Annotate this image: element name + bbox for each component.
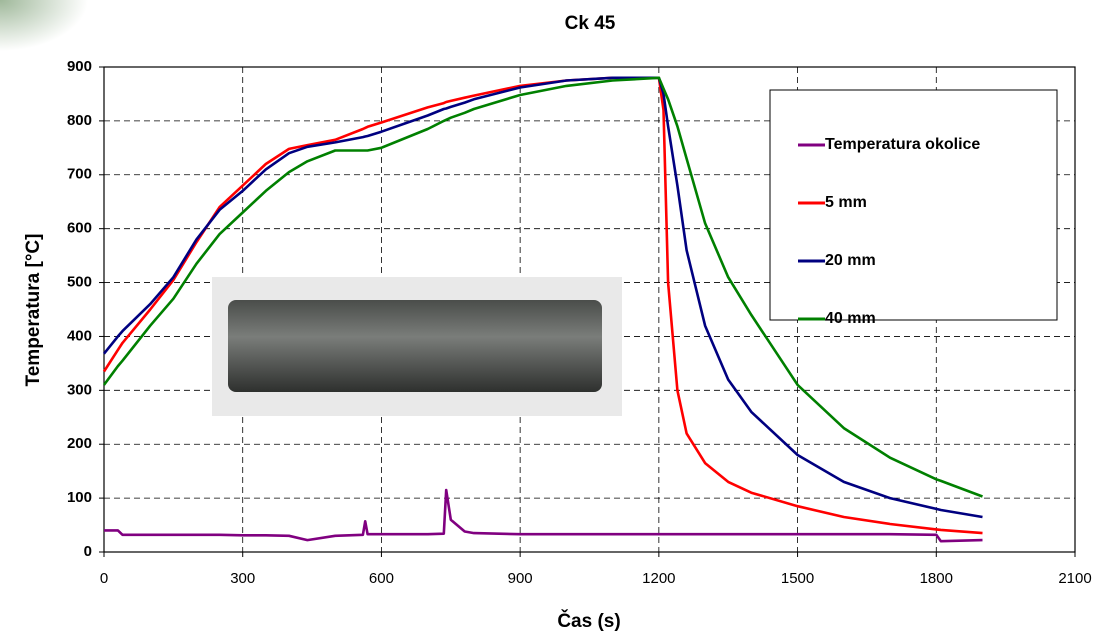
x-tick-label: 1200	[642, 570, 675, 587]
y-tick-label: 600	[67, 220, 92, 237]
x-tick-label: 1500	[781, 570, 814, 587]
legend-label: Temperatura okolice	[825, 136, 980, 153]
steel-rod	[228, 300, 602, 392]
legend-label: 20 mm	[825, 252, 876, 269]
y-tick-label: 900	[67, 58, 92, 75]
legend	[769, 89, 1058, 321]
legend-label: 5 mm	[825, 194, 867, 211]
x-tick-label: 300	[230, 570, 255, 587]
x-tick-label: 600	[369, 570, 394, 587]
series-line	[102, 76, 983, 535]
plot-frame	[103, 66, 1076, 553]
y-tick-label: 400	[67, 327, 92, 344]
y-tick-label: 0	[84, 543, 92, 560]
y-tick-label: 300	[67, 381, 92, 398]
y-tick-label: 100	[67, 489, 92, 506]
y-tick-label: 800	[67, 112, 92, 129]
chart-title: Ck 45	[565, 13, 616, 34]
y-tick-label: 200	[67, 435, 92, 452]
x-axis-label: Čas (s)	[557, 610, 620, 632]
series-line	[102, 76, 983, 498]
y-tick-label: 500	[67, 274, 92, 291]
x-tick-label: 2100	[1058, 570, 1091, 587]
legend-label: 40 mm	[825, 310, 876, 327]
y-axis-label: Temperatura [°C]	[23, 234, 44, 387]
x-tick-label: 900	[508, 570, 533, 587]
y-tick-label: 700	[67, 166, 92, 183]
x-tick-label: 1800	[920, 570, 953, 587]
x-tick-label: 0	[100, 570, 108, 587]
series-line	[102, 76, 983, 519]
series-line	[104, 488, 983, 543]
